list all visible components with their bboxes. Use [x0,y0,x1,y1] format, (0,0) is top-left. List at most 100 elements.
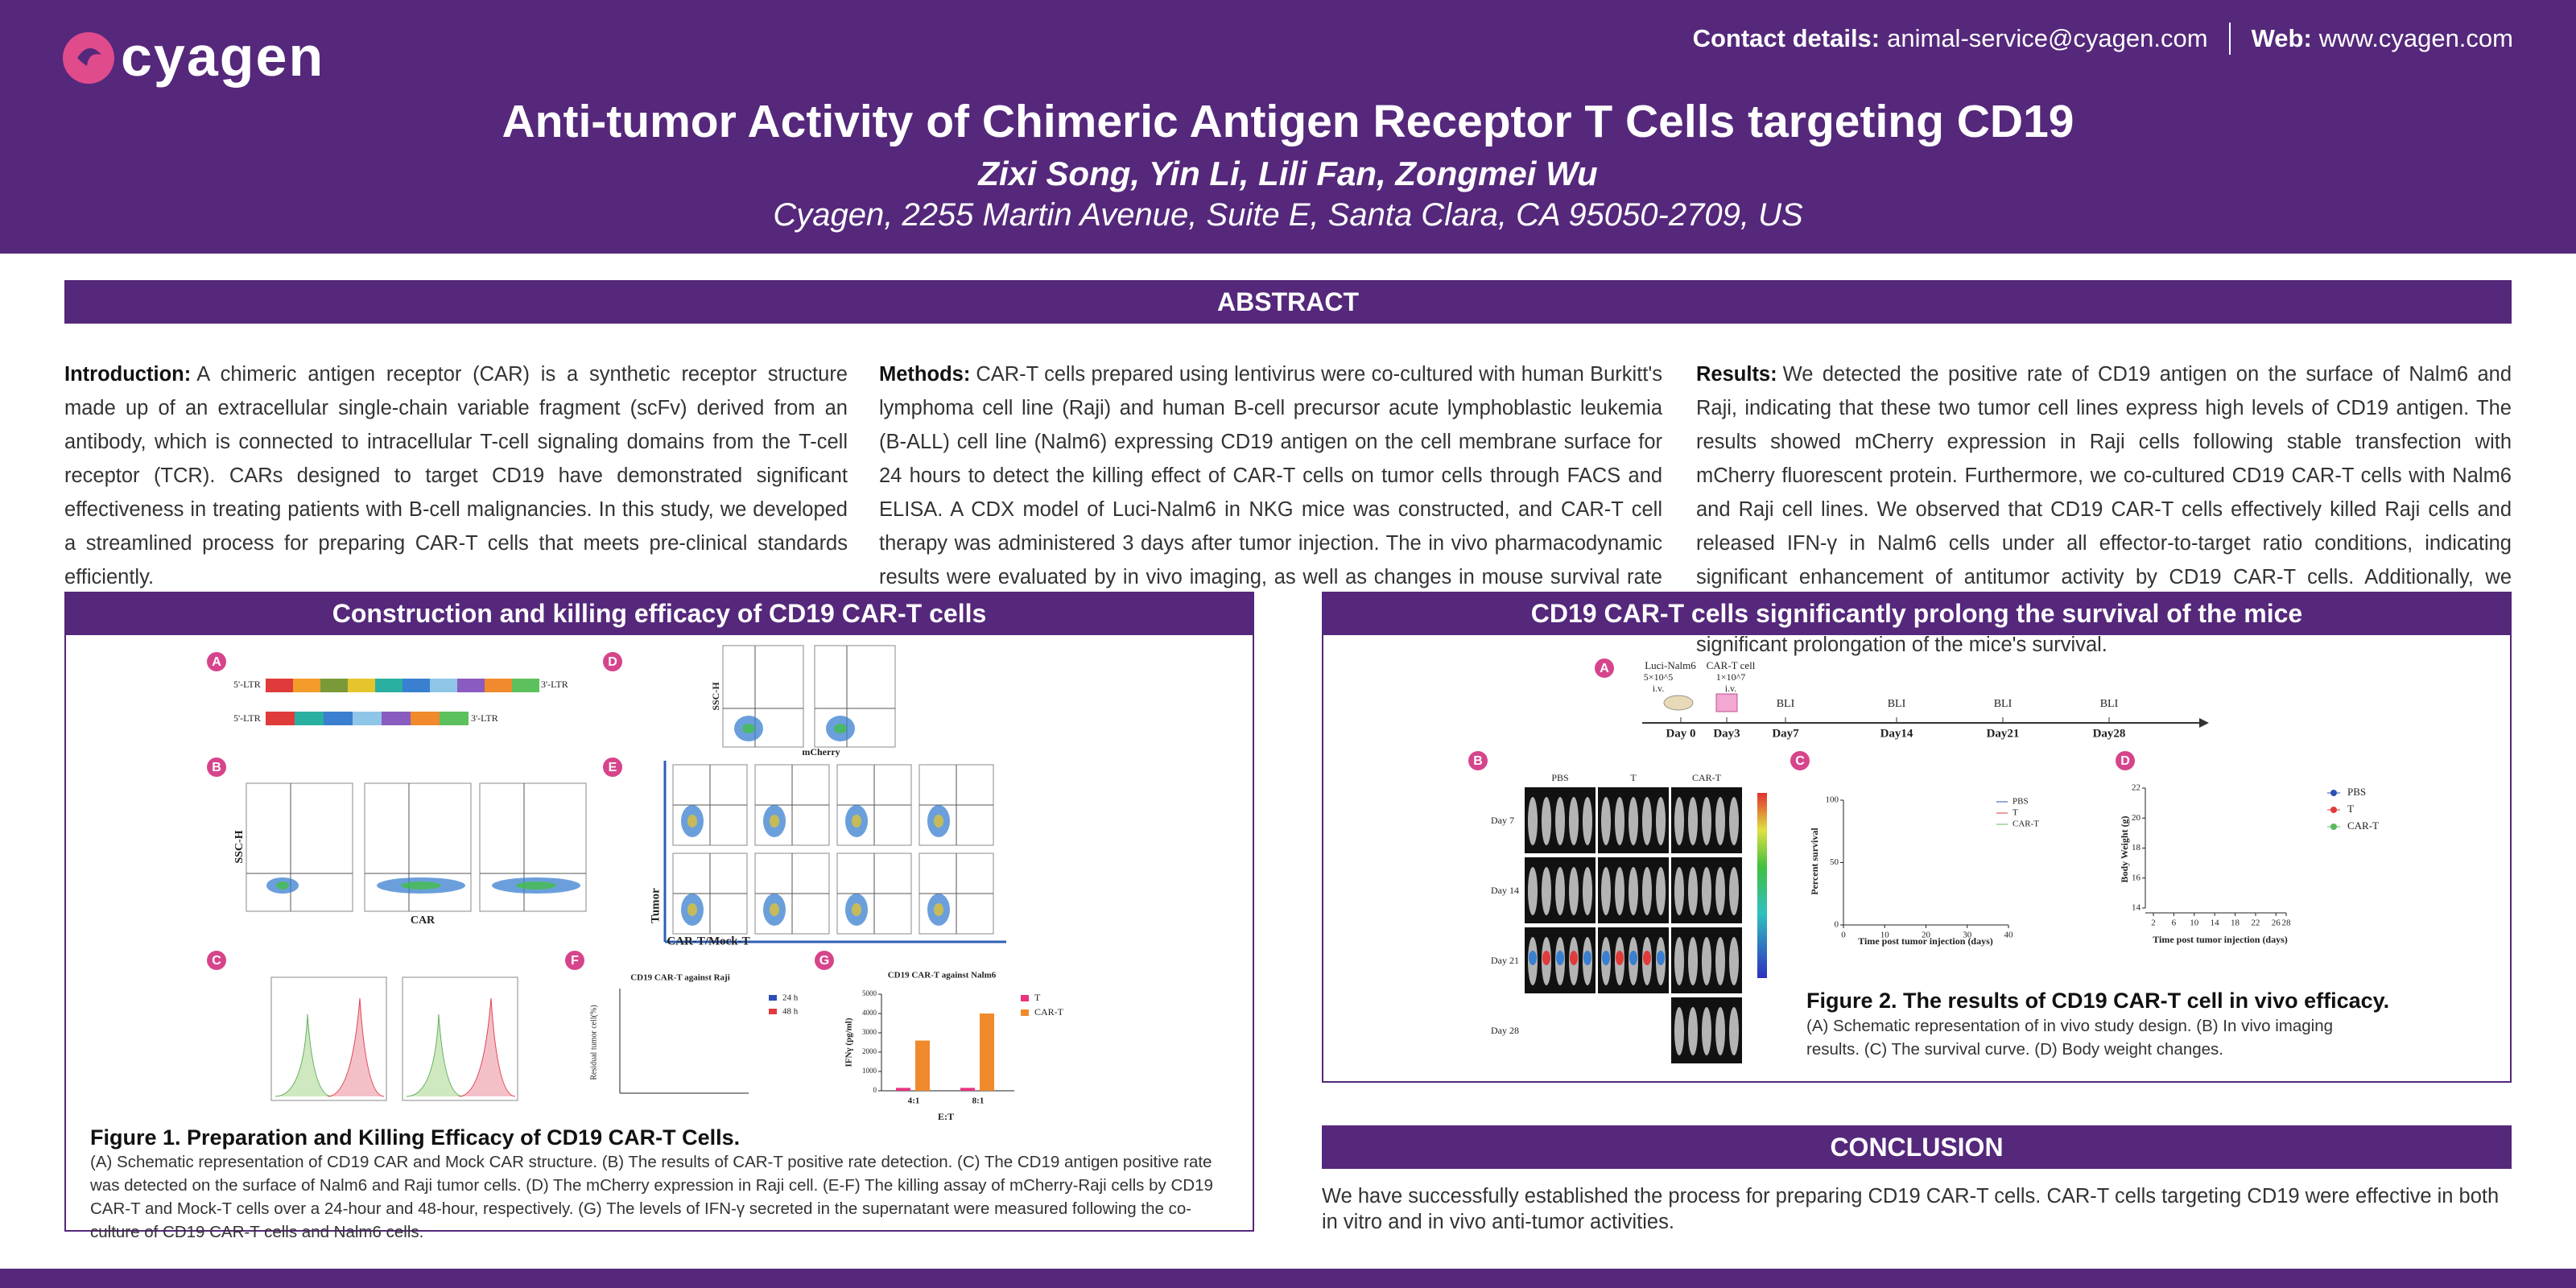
label: 26 [2272,919,2281,928]
construct-segment [266,679,293,692]
label: Time post tumor injection (days) [2153,934,2288,945]
contact-email[interactable]: animal-service@cyagen.com [1887,24,2208,52]
panel-badge [2116,751,2135,770]
label: SSC-H [233,830,246,863]
mouse-image [1583,867,1592,915]
construct-segment [320,679,348,692]
methods-text: CAR-T cells prepared using lentivirus we… [879,362,1662,622]
web-label: Web: [2251,24,2312,52]
construct-segment [440,712,469,725]
label: 0 [1841,931,1846,940]
label: Day28 [2093,727,2126,740]
label: 22 [2132,783,2140,793]
label: i.v. [1725,683,1737,694]
legend-swatch [769,1009,777,1014]
label: 2000 [862,1047,877,1055]
section-heading: CD19 CAR-T cells significantly prolong t… [1322,592,2512,635]
label: Tumor [649,888,662,923]
label: BLI [1994,698,2013,710]
label: 10 [1880,931,1890,940]
logo-icon [63,32,114,84]
label: 30 [1963,931,1972,940]
results-label: Results: [1696,362,1777,386]
label: BLI [1777,698,1795,710]
label: 14 [2132,903,2141,913]
label: BLI [2100,698,2119,710]
label: 5'-LTR [233,712,261,724]
cell-cluster [770,903,779,916]
label: 4000 [862,1009,877,1017]
mouse-image [1729,1007,1739,1055]
signal [1556,951,1564,965]
signal [1643,951,1651,965]
signal [1629,951,1637,965]
panel-badge [603,758,622,777]
label: C [1795,754,1805,768]
label: 18 [2231,919,2240,928]
label: 1000 [862,1067,877,1075]
section-heading: ABSTRACT [64,280,2512,324]
label: D [2120,754,2130,768]
mouse-image [1688,867,1698,915]
label: 5×10^5 [1644,671,1673,683]
legend-swatch [1021,995,1029,1001]
label: 4:1 [908,1096,920,1106]
mouse-image [1583,797,1592,845]
cell-cluster [276,881,289,890]
contact: Contact details: animal-service@cyagen.c… [1693,23,2513,55]
web-url[interactable]: www.cyagen.com [2318,24,2513,52]
histogram [458,997,516,1097]
bar [896,1088,910,1091]
label: B [1473,754,1483,768]
panel-badge [1468,751,1488,770]
panel-badge [207,652,226,671]
label: G [819,954,829,968]
signal [1529,951,1537,965]
mouse-image [1642,797,1652,845]
signal [1583,951,1591,965]
mouse-icon [1663,695,1694,711]
mouse-image [1688,797,1698,845]
panel-badge [1790,751,1810,770]
mouse-image [1542,867,1551,915]
mouse-image [1715,937,1725,985]
construct-segment [295,712,324,725]
label: Day21 [1987,727,2020,740]
mouse-image [1569,867,1579,915]
mouse-image [1715,867,1725,915]
mouse-image [1601,867,1611,915]
panel-badge [603,652,622,671]
label: 6 [2172,919,2177,928]
label: D [608,655,617,669]
cell-cluster [516,881,556,890]
cell-cluster [934,815,943,828]
construct-segment [375,679,402,692]
mouse-image [1702,1007,1711,1055]
mouse-image [1702,867,1711,915]
label: Body Weight (g) [2119,815,2130,882]
label: 22 [2251,919,2260,928]
label: 5000 [862,989,877,997]
label: Day 0 [1666,727,1695,740]
label: B [212,761,221,774]
mouse-image [1656,797,1666,845]
label: 24 h [782,993,799,1003]
label: 28 [2282,919,2292,928]
label: 3000 [862,1028,877,1036]
mouse-image [1674,1007,1684,1055]
signal [1570,951,1578,965]
mouse-image [1528,867,1538,915]
label: CD19 CAR-T against Nalm6 [888,971,997,980]
logo-text: cyagen [121,25,325,88]
label: PBS [2013,797,2029,807]
label: E:T [938,1111,954,1122]
label: Percent survival [1809,828,1820,895]
label: PBS [1551,772,1568,783]
label: 16 [2132,873,2141,882]
title: Anti-tumor Activity of Chimeric Antigen … [502,96,2074,147]
mouse-image [1688,1007,1698,1055]
label: 1×10^7 [1716,671,1745,683]
signal [1616,951,1624,965]
legend-swatch [1021,1009,1029,1016]
construct-segment [512,679,539,692]
